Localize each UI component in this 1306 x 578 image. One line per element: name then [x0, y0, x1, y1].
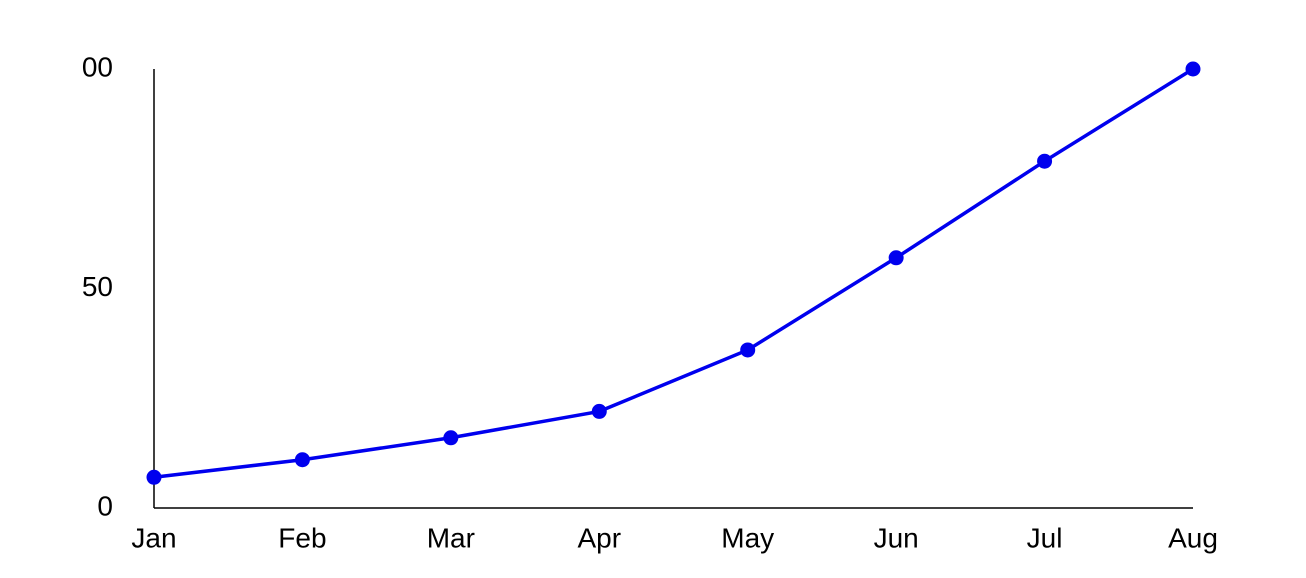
- y-tick-label: 50: [82, 271, 113, 302]
- x-tick-label: May: [721, 522, 774, 553]
- point: [1185, 61, 1201, 77]
- x-tick-label: Jul: [1027, 522, 1063, 553]
- point: [146, 469, 162, 485]
- x-tick-label: Apr: [577, 522, 621, 553]
- line: [153, 67, 1194, 480]
- point: [591, 403, 607, 419]
- point: [294, 452, 310, 468]
- x-tick-label: Aug: [1168, 522, 1218, 553]
- point: [888, 250, 904, 266]
- x-tick-label: Jun: [874, 522, 919, 553]
- point: [443, 430, 459, 446]
- x-tick-label: Feb: [278, 522, 326, 553]
- x-tick-label: Mar: [427, 522, 475, 553]
- point: [1037, 153, 1053, 169]
- point: [740, 342, 756, 358]
- x-tick-label: Jan: [131, 522, 176, 553]
- y-tick-label: 00: [82, 51, 113, 82]
- y-tick-label: 0: [97, 490, 113, 521]
